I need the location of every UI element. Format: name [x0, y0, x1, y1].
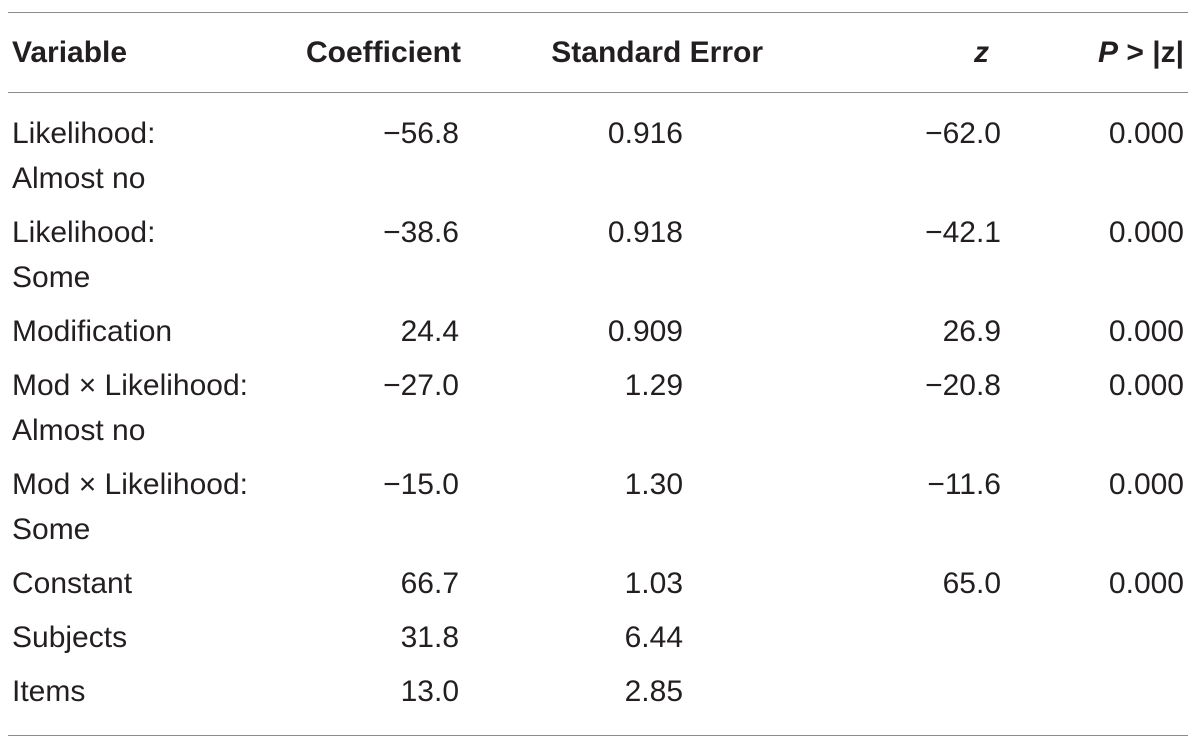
variable-label-line2: Some [12, 261, 91, 294]
table-row: Items 13.0 2.85 [8, 669, 1188, 736]
table-row: Likelihood: Almost no −56.8 0.916 −62.0 0.000 [8, 93, 1188, 211]
cell-coefficient: −56.8 [383, 117, 459, 150]
cell-z: −62.0 [925, 117, 1001, 150]
table-row: Modification 24.4 0.909 26.9 0.000 [8, 309, 1188, 363]
variable-label-line1: Subjects [12, 621, 128, 654]
cell-variable: Modification [8, 309, 293, 363]
cell-z [769, 615, 1005, 669]
cell-p-value: 0.000 [1108, 567, 1184, 600]
cell-variable: Constant [8, 561, 293, 615]
variable-label-line1: Mod × Likelihood: [12, 369, 248, 402]
header-coefficient: Coefficient [305, 36, 461, 69]
cell-standard-error: 1.29 [624, 369, 683, 402]
cell-p-value [1005, 669, 1188, 736]
cell-z: −11.6 [927, 468, 1001, 501]
variable-label-line2: Some [12, 513, 91, 546]
cell-z: −20.8 [925, 369, 1001, 402]
header-standard-error: Standard Error [551, 36, 763, 69]
regression-table: Variable Coefficient Standard Error z P … [8, 12, 1188, 736]
table-row: Constant 66.7 1.03 65.0 0.000 [8, 561, 1188, 615]
cell-standard-error: 0.909 [607, 315, 683, 348]
cell-p-value [1005, 615, 1188, 669]
cell-standard-error: 1.03 [624, 567, 683, 600]
cell-standard-error: 0.918 [607, 216, 683, 249]
cell-coefficient: −38.6 [383, 216, 459, 249]
cell-coefficient: 24.4 [400, 315, 459, 348]
cell-p-value: 0.000 [1108, 468, 1184, 501]
cell-coefficient: −27.0 [383, 369, 459, 402]
variable-label-line1: Likelihood: [12, 117, 156, 150]
cell-variable: Subjects [8, 615, 293, 669]
variable-label-line1: Constant [12, 567, 133, 600]
variable-label-line1: Items [12, 675, 86, 708]
table-row: Subjects 31.8 6.44 [8, 615, 1188, 669]
header-p-prefix: P [1098, 36, 1119, 69]
variable-label-line1: Likelihood: [12, 216, 156, 249]
variable-label-line1: Mod × Likelihood: [12, 468, 248, 501]
cell-variable: Likelihood: Almost no [8, 93, 293, 211]
cell-p-value: 0.000 [1108, 315, 1184, 348]
variable-label-line1: Modification [12, 315, 173, 348]
cell-z: 65.0 [942, 567, 1001, 600]
cell-p-value: 0.000 [1108, 369, 1184, 402]
table-body: Likelihood: Almost no −56.8 0.916 −62.0 0.000… [8, 93, 1188, 736]
cell-z [769, 669, 1005, 736]
table-row: Mod × Likelihood: Some −15.0 1.30 −11.6 0.000 [8, 462, 1188, 561]
header-z: z [974, 36, 989, 69]
cell-standard-error: 6.44 [624, 621, 683, 654]
header-p-value: P > |z| [1005, 13, 1188, 93]
header-row: Variable Coefficient Standard Error z P … [8, 12, 1188, 93]
cell-coefficient: 66.7 [400, 567, 459, 600]
cell-standard-error: 1.30 [624, 468, 683, 501]
cell-variable: Likelihood: Some [8, 210, 293, 309]
table-row: Likelihood: Some −38.6 0.918 −42.1 0.000 [8, 210, 1188, 309]
cell-z: 26.9 [942, 315, 1001, 348]
variable-label-line2: Almost no [12, 162, 146, 195]
header-p-suffix: > |z| [1118, 36, 1184, 69]
cell-standard-error: 2.85 [624, 675, 683, 708]
cell-z: −42.1 [925, 216, 1001, 249]
table-row: Mod × Likelihood: Almost no −27.0 1.29 −20.8… [8, 363, 1188, 462]
cell-coefficient: −15.0 [383, 468, 459, 501]
cell-standard-error: 0.916 [607, 117, 683, 150]
cell-p-value: 0.000 [1108, 117, 1184, 150]
header-variable: Variable [12, 36, 128, 69]
variable-label-line2: Almost no [12, 414, 146, 447]
cell-coefficient: 31.8 [400, 621, 459, 654]
cell-variable: Mod × Likelihood: Some [8, 462, 293, 561]
cell-p-value: 0.000 [1108, 216, 1184, 249]
cell-variable: Items [8, 669, 293, 736]
cell-variable: Mod × Likelihood: Almost no [8, 363, 293, 462]
cell-coefficient: 13.0 [400, 675, 459, 708]
table-header: Variable Coefficient Standard Error z P … [8, 12, 1188, 93]
